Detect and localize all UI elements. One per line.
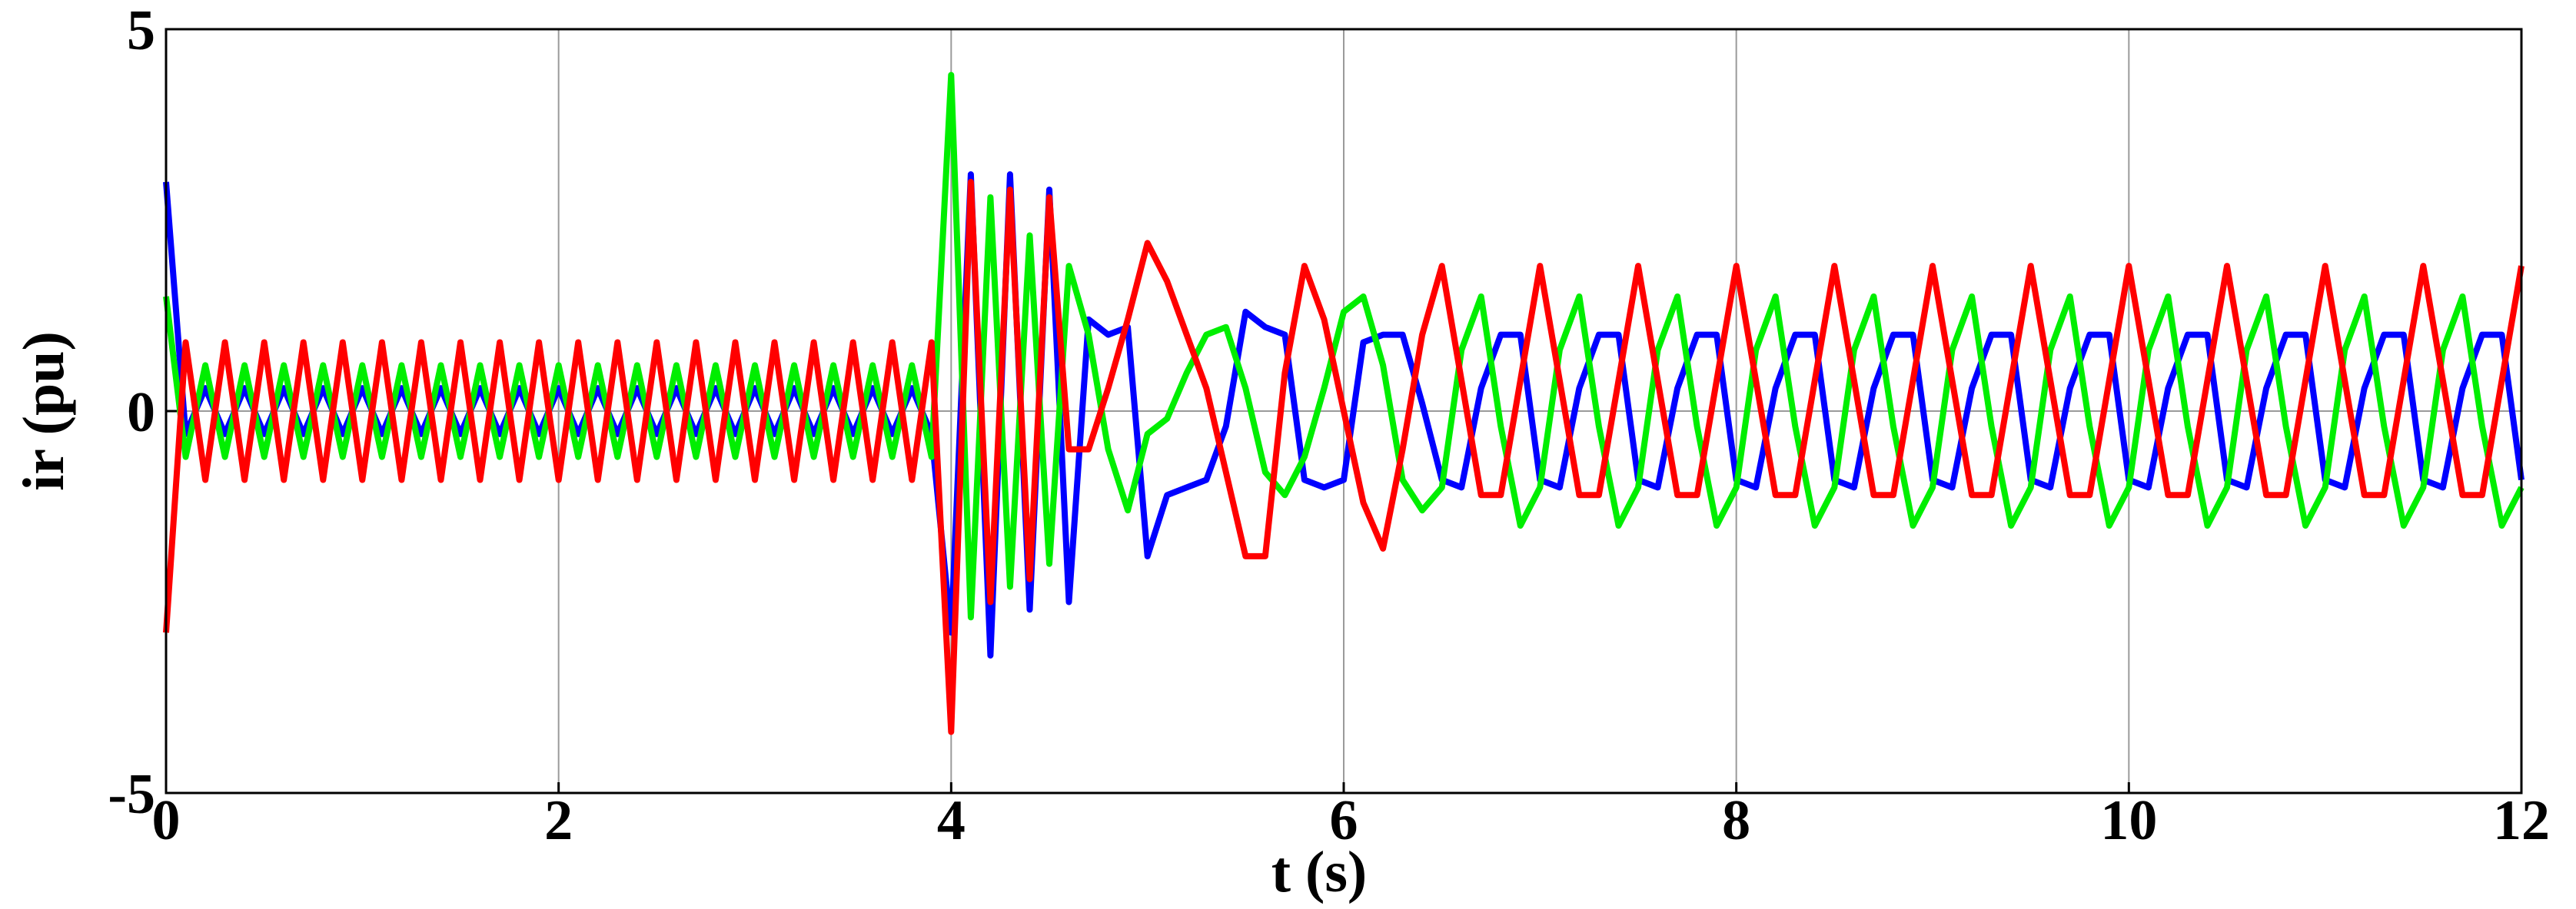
series-line xyxy=(163,178,2524,735)
x-tick-label: 2 xyxy=(544,789,573,852)
x-tick-label: 6 xyxy=(1330,789,1358,852)
y-axis-label: ir (pu) xyxy=(12,331,76,491)
x-axis-label: t (s) xyxy=(1271,840,1368,904)
y-tick-label: 5 xyxy=(127,0,155,62)
x-tick-label: 8 xyxy=(1722,789,1750,852)
series-line xyxy=(163,71,2524,621)
y-tick-label: -5 xyxy=(108,763,155,826)
x-tick-label: 4 xyxy=(937,789,966,852)
x-tick-label: 0 xyxy=(152,789,181,852)
plot-frame xyxy=(165,28,2523,795)
x-tick-label: 12 xyxy=(2493,789,2550,852)
x-tick-label: 10 xyxy=(2100,789,2157,852)
y-tick-label: 0 xyxy=(127,381,155,444)
